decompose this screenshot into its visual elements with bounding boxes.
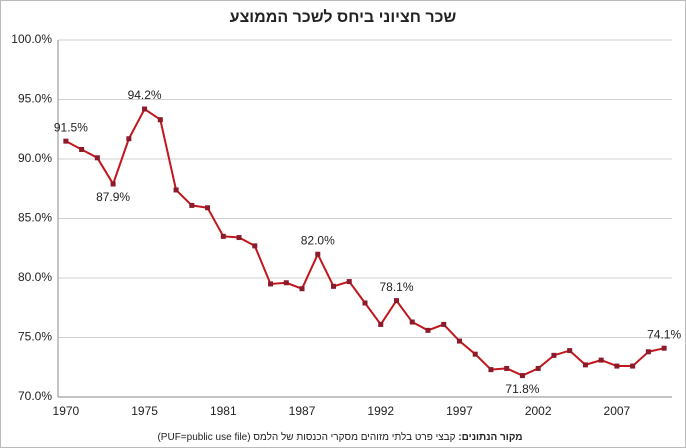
point-marker: [252, 243, 258, 249]
point-marker: [472, 351, 478, 357]
x-tick-label: 1970: [53, 404, 80, 418]
point-marker: [63, 138, 69, 144]
data-label: 94.2%: [128, 88, 162, 102]
x-tick-label: 1987: [289, 404, 316, 418]
point-marker: [346, 279, 352, 285]
point-marker: [614, 363, 620, 369]
point-marker: [630, 363, 636, 369]
point-marker: [551, 352, 557, 358]
point-marker: [220, 233, 226, 239]
chart-title: שכר חציוני ביחס לשכר הממוצע: [230, 8, 457, 26]
point-marker: [441, 321, 447, 327]
point-marker: [142, 106, 148, 112]
y-tick-label: 80.0%: [18, 270, 52, 284]
data-label: 74.1%: [647, 327, 681, 341]
x-tick-label: 1981: [210, 404, 237, 418]
y-tick-label: 95.0%: [18, 92, 52, 106]
point-marker: [504, 365, 510, 371]
point-marker: [535, 365, 541, 371]
y-tick-label: 70.0%: [18, 389, 52, 403]
x-tick-label: 1975: [131, 404, 158, 418]
point-marker: [409, 319, 415, 325]
point-marker: [126, 136, 132, 142]
y-tick-label: 75.0%: [18, 330, 52, 344]
point-marker: [315, 251, 321, 257]
point-marker: [236, 235, 242, 241]
point-marker: [519, 373, 525, 379]
point-marker: [94, 155, 100, 161]
source-note: מקור הנתונים: קבצי פרט בלתי מזוהים מסקרי…: [157, 431, 522, 443]
data-label: 71.8%: [505, 382, 539, 396]
y-tick-label: 90.0%: [18, 151, 52, 165]
data-label: 91.5%: [54, 120, 88, 134]
point-marker: [283, 280, 289, 286]
data-label: 78.1%: [379, 280, 413, 294]
point-marker: [189, 202, 195, 208]
x-tick-label: 2007: [604, 404, 631, 418]
point-marker: [205, 205, 211, 211]
data-label: 87.9%: [96, 190, 130, 204]
point-marker: [661, 345, 667, 351]
point-marker: [456, 338, 462, 344]
point-marker: [378, 321, 384, 327]
y-tick-label: 85.0%: [18, 211, 52, 225]
point-marker: [645, 349, 651, 355]
point-marker: [598, 357, 604, 363]
point-marker: [299, 286, 305, 292]
x-tick-label: 1997: [446, 404, 473, 418]
source-label: מקור הנתונים:: [458, 432, 522, 443]
point-marker: [582, 362, 588, 368]
point-marker: [488, 367, 494, 373]
source-text: קבצי פרט בלתי מזוהים מסקרי הכנסות של הלמ…: [157, 431, 455, 443]
point-marker: [157, 117, 163, 123]
x-tick-label: 1992: [367, 404, 394, 418]
point-marker: [393, 298, 399, 304]
point-marker: [362, 300, 368, 306]
x-tick-label: 2002: [525, 404, 552, 418]
data-label: 82.0%: [301, 233, 335, 247]
point-marker: [331, 283, 337, 289]
point-marker: [110, 181, 116, 187]
point-marker: [79, 146, 85, 152]
y-tick-label: 100.0%: [11, 32, 52, 46]
point-marker: [268, 281, 274, 287]
point-marker: [173, 187, 179, 193]
point-marker: [567, 348, 573, 354]
point-marker: [425, 327, 431, 333]
